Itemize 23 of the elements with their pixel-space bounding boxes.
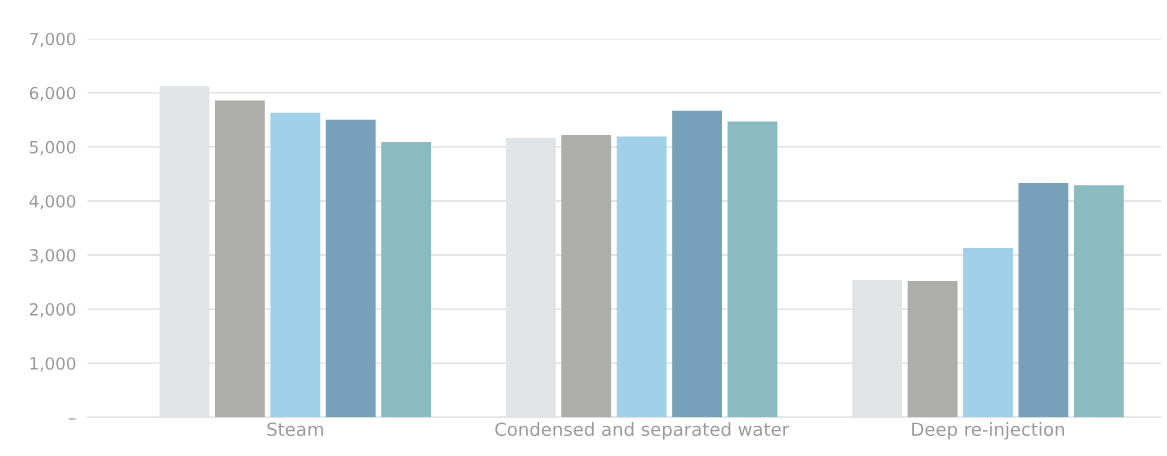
bar — [1073, 185, 1124, 418]
y-tick-label: 2,000 — [29, 303, 76, 318]
y-tick-label: 6,000 — [29, 86, 76, 102]
x-tick-label: Deep re-injection — [912, 422, 1064, 440]
bar — [1018, 183, 1069, 418]
bar — [963, 248, 1013, 418]
bar — [214, 100, 265, 418]
bar — [561, 135, 612, 418]
y-tick-label: 4,000 — [29, 194, 76, 210]
x-tick-label: Condensed and separated water — [495, 422, 790, 440]
bar — [727, 121, 778, 418]
y-tick-label: 3,000 — [29, 249, 76, 264]
bar — [672, 110, 723, 418]
y-tick-label: 5,000 — [29, 140, 76, 156]
y-tick-label: 1,000 — [30, 357, 76, 372]
bar — [907, 280, 958, 418]
x-tick-label: Steam — [267, 422, 323, 437]
bar — [270, 112, 321, 418]
bar — [381, 142, 432, 418]
y-tick-label: – — [68, 418, 76, 420]
y-tick-label: 7,000 — [30, 32, 76, 48]
bar — [325, 119, 376, 418]
bar — [616, 136, 667, 418]
